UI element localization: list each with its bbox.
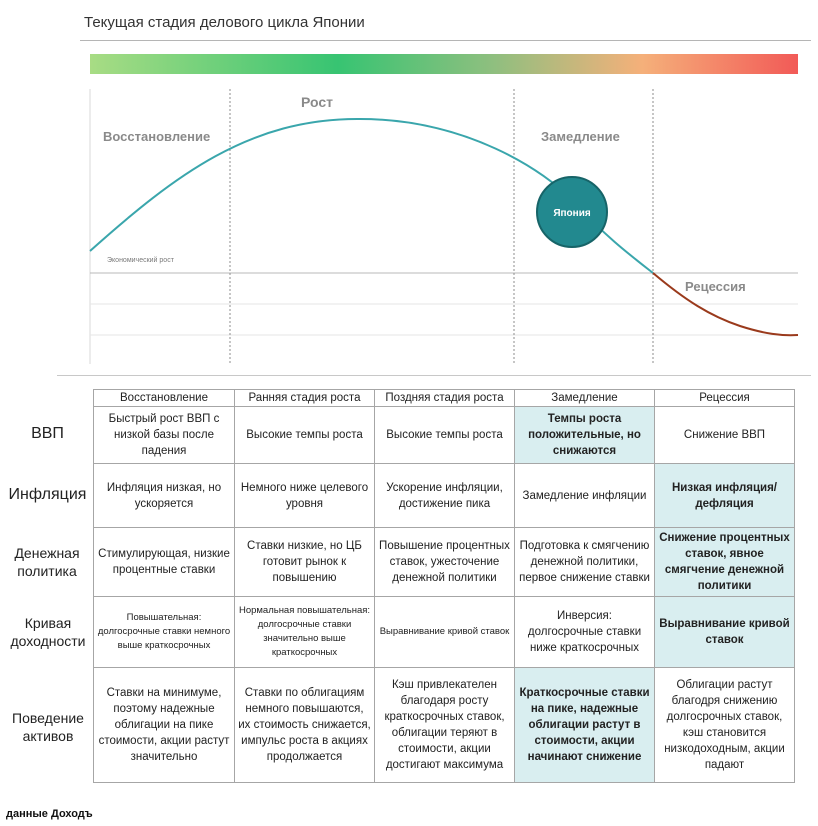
page-title: Текущая стадия делового цикла Японии xyxy=(84,14,365,31)
japan-marker-label: Япония xyxy=(553,208,591,219)
row-label-asset-behavior: Поведение активов xyxy=(12,710,84,744)
stage-label-recession: Рецессия xyxy=(685,279,746,294)
table-cell: Кэш привлекателен благодаря росту кратко… xyxy=(374,667,515,783)
table-cell-highlighted: Краткосрочные ставки на пике, надежные о… xyxy=(514,667,655,783)
table-cell-highlighted: Снижение процентных ставок, явное смягче… xyxy=(654,527,795,597)
table-cell-highlighted: Низкая инфляция/дефляция xyxy=(654,463,795,528)
table-cell: Быстрый рост ВВП с низкой базы после пад… xyxy=(93,406,235,464)
table-cell: Ставки низкие, но ЦБ готовит рынок к пов… xyxy=(234,527,375,597)
row-label-gdp: ВВП xyxy=(31,425,64,442)
stage-label-growth: Рост xyxy=(301,94,333,110)
table-cell: Выравнивание кривой ставок xyxy=(374,596,515,668)
table-cell: Немного ниже целевого уровня xyxy=(234,463,375,528)
row-label-inflation: Инфляция xyxy=(8,486,87,503)
table-cell: Облигации растут благодря снижению долго… xyxy=(654,667,795,783)
column-header: Рецессия xyxy=(654,389,795,407)
table-cell: Высокие темпы роста xyxy=(374,406,515,464)
column-header: Замедление xyxy=(514,389,655,407)
column-header: Восстановление xyxy=(93,389,235,407)
source-footer: данные Доходъ xyxy=(6,808,93,820)
table-row-gdp: Быстрый рост ВВП с низкой базы после пад… xyxy=(93,406,795,464)
title-divider xyxy=(80,40,811,41)
section-divider xyxy=(57,375,811,376)
table-cell: Ставки по облигациям немного повышаются,… xyxy=(234,667,375,783)
recession-curve xyxy=(652,272,799,337)
table-row-yield-curve: Повышательная: долгосрочные ставки немно… xyxy=(93,596,795,668)
table-cell: Нормальная повышательная: долгосрочные с… xyxy=(234,596,375,668)
table-cell-highlighted: Темпы роста положительные, но снижаются xyxy=(514,406,655,464)
business-cycle-diagram: Восстановление Рост Замедление Рецессия … xyxy=(89,89,799,364)
table-cell-highlighted: Выравнивание кривой ставок xyxy=(654,596,795,668)
table-cell: Повышательная: долгосрочные ставки немно… xyxy=(93,596,235,668)
stage-label-recovery: Восстановление xyxy=(103,129,210,144)
cycle-gradient-bar xyxy=(90,54,798,74)
table-cell: Снижение ВВП xyxy=(654,406,795,464)
table-cell: Замедление инфляции xyxy=(514,463,655,528)
cycle-matrix-table: Восстановление Ранняя стадия роста Поздн… xyxy=(93,389,795,783)
row-label-yield-curve: Кривая доходности xyxy=(10,615,86,649)
table-cell: Инверсия: долгосрочные ставки ниже кратк… xyxy=(514,596,655,668)
table-cell: Повышение процентных ставок, ужесточение… xyxy=(374,527,515,597)
table-cell: Ставки на минимуме, поэтому надежные обл… xyxy=(93,667,235,783)
table-header-row: Восстановление Ранняя стадия роста Поздн… xyxy=(93,389,795,407)
table-cell: Инфляция низкая, но ускоряется xyxy=(93,463,235,528)
column-header: Ранняя стадия роста xyxy=(234,389,375,407)
row-label-monetary-policy: Денежная политика xyxy=(14,545,80,579)
brand-logo-text: Доходъ xyxy=(50,808,93,820)
table-row-inflation: Инфляция низкая, но ускоряется Немного н… xyxy=(93,463,795,528)
table-cell: Ускорение инфляции, достижение пика xyxy=(374,463,515,528)
table-row-asset-behavior: Ставки на минимуме, поэтому надежные обл… xyxy=(93,667,795,783)
table-cell: Высокие темпы роста xyxy=(234,406,375,464)
source-label: данные xyxy=(6,808,48,820)
japan-marker xyxy=(536,176,608,248)
table-row-monetary-policy: Стимулирующая, низкие процентные ставки … xyxy=(93,527,795,597)
baseline-label: Экономический рост xyxy=(107,256,175,264)
column-header: Поздняя стадия роста xyxy=(374,389,515,407)
table-cell: Стимулирующая, низкие процентные ставки xyxy=(93,527,235,597)
stage-label-slowdown: Замедление xyxy=(541,129,620,144)
table-cell: Подготовка к смягчению денежной политики… xyxy=(514,527,655,597)
